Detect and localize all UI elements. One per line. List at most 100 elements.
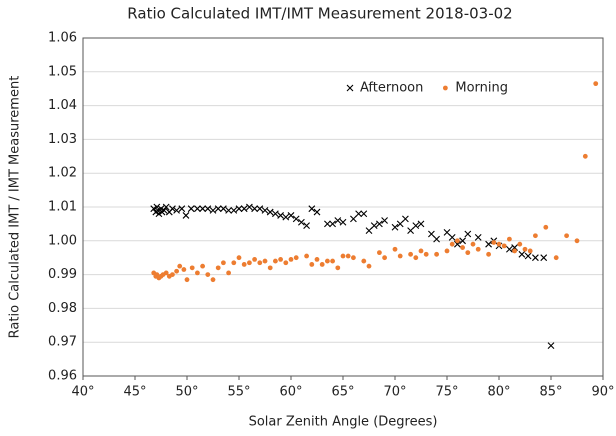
point	[408, 251, 413, 257]
point	[319, 262, 325, 267]
point	[460, 245, 465, 250]
point	[574, 238, 580, 244]
point	[350, 215, 357, 223]
point	[256, 205, 264, 213]
point	[464, 230, 472, 238]
y-tick-label: 1.00	[48, 233, 77, 248]
x-tick-label: 90°	[591, 385, 614, 400]
point	[496, 241, 502, 247]
x-tick-label: 60°	[279, 385, 302, 400]
point	[407, 227, 414, 235]
legend-marker	[442, 85, 448, 91]
point	[397, 253, 403, 259]
point	[215, 265, 221, 271]
point	[491, 240, 497, 245]
point	[365, 227, 373, 235]
point	[417, 220, 425, 228]
point	[527, 248, 533, 254]
point	[205, 272, 211, 277]
point	[501, 243, 507, 249]
point	[247, 260, 252, 266]
x-tick-label: 65°	[331, 385, 354, 400]
y-tick-label: 1.05	[48, 64, 77, 79]
point	[474, 234, 482, 241]
y-tick-label: 1.01	[48, 200, 77, 215]
point	[221, 260, 226, 266]
y-tick-label: 0.96	[48, 369, 77, 384]
point	[287, 212, 295, 219]
point	[181, 267, 187, 272]
point	[173, 206, 180, 214]
point	[220, 205, 227, 213]
point	[313, 208, 321, 216]
y-tick-label: 0.97	[48, 335, 77, 350]
point	[189, 265, 195, 271]
point	[396, 220, 404, 228]
point	[360, 210, 368, 218]
point	[413, 255, 419, 261]
point	[184, 277, 190, 283]
point	[540, 254, 548, 262]
point	[236, 255, 242, 261]
point	[235, 205, 243, 213]
point	[288, 256, 294, 262]
point	[355, 210, 362, 218]
point	[511, 244, 518, 251]
point	[485, 240, 492, 248]
legend-label: Afternoon	[360, 81, 423, 96]
point	[547, 342, 555, 349]
point	[309, 262, 315, 267]
point	[194, 205, 201, 213]
point	[454, 240, 461, 248]
point	[351, 255, 356, 261]
point	[210, 277, 216, 283]
y-tick-label: 1.04	[48, 98, 77, 113]
point	[155, 210, 163, 218]
point	[241, 262, 247, 267]
point	[199, 205, 206, 213]
point	[314, 256, 320, 262]
point	[246, 203, 253, 211]
point	[459, 237, 466, 245]
point	[261, 206, 269, 214]
chart-title: Ratio Calculated IMT/IMT Measurement 201…	[127, 5, 512, 23]
point	[162, 203, 170, 211]
point	[377, 250, 382, 256]
point	[324, 220, 331, 228]
point	[160, 206, 168, 214]
point	[187, 205, 195, 213]
point	[423, 251, 429, 257]
point	[273, 258, 278, 264]
point	[262, 258, 268, 264]
point	[428, 230, 435, 238]
point	[226, 270, 232, 276]
point	[448, 234, 456, 241]
point	[532, 254, 539, 262]
point	[582, 153, 588, 159]
point	[334, 217, 342, 224]
y-tick-label: 1.02	[48, 166, 77, 181]
point	[433, 235, 440, 243]
point	[150, 205, 158, 213]
point	[444, 248, 450, 254]
point	[209, 206, 217, 214]
point	[340, 253, 346, 259]
point	[293, 255, 299, 261]
point	[593, 81, 599, 87]
point	[170, 272, 175, 277]
point	[533, 233, 538, 239]
point	[325, 258, 330, 264]
point	[169, 205, 176, 213]
point	[392, 246, 398, 252]
point	[434, 251, 439, 257]
point	[231, 260, 237, 266]
point	[345, 253, 351, 259]
x-tick-label: 75°	[435, 385, 458, 400]
point	[204, 205, 212, 213]
point	[455, 238, 460, 244]
point	[308, 205, 316, 213]
point	[200, 263, 206, 269]
point	[163, 270, 169, 276]
point	[330, 258, 335, 264]
point	[522, 246, 528, 252]
